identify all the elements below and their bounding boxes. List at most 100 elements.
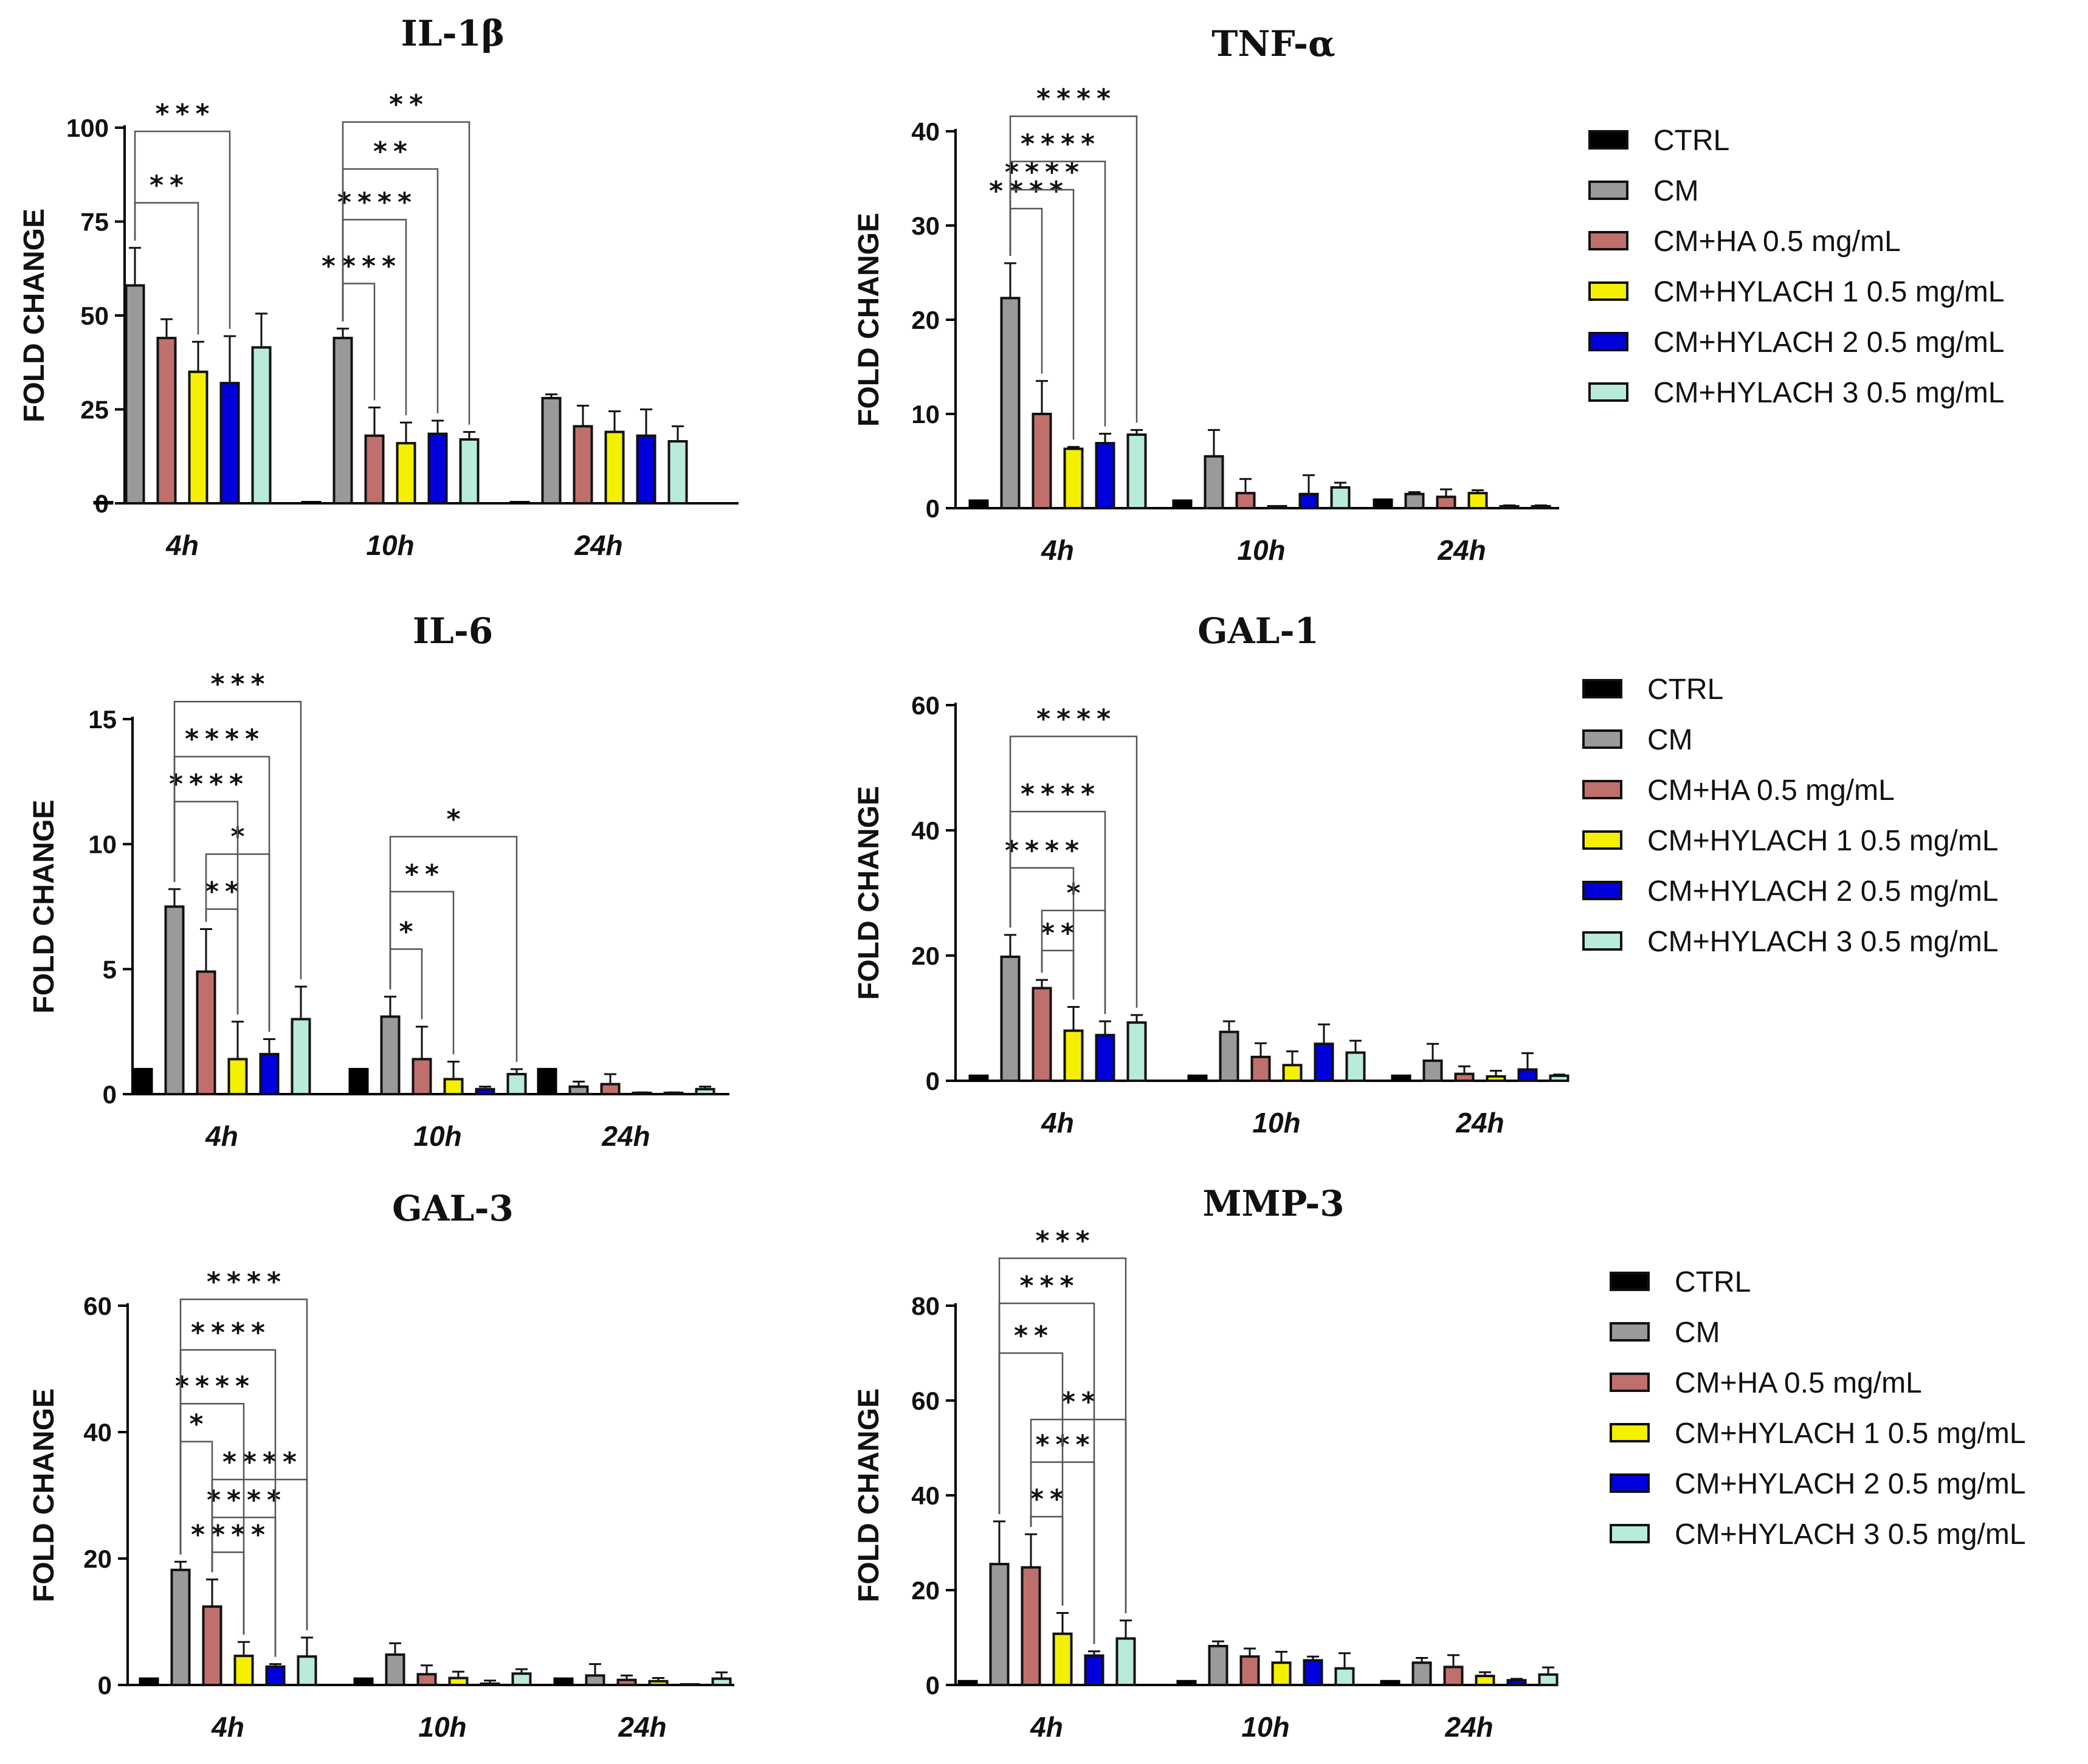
significance-stars: ** [1061,1387,1101,1418]
bar-CM+HA 0.5 mg/mL [616,1678,637,1686]
legend-swatch-CM [1582,729,1622,749]
y-tick-label: 40 [911,816,940,845]
bar-CM [989,1563,1010,1687]
x-tick-label: 4h [1041,1107,1074,1139]
bar-CM+HA 0.5 mg/mL [156,337,177,505]
bar-CM [164,905,185,1095]
bar-CM+HYLACH 2 0.5 mg/mL [259,1053,280,1095]
significance-stars: **** [989,176,1069,207]
legend-swatch-CM+HA 0.5 mg/mL [1582,780,1622,799]
bar-CM [1000,297,1021,509]
bar-CTRL [1172,499,1193,509]
significance-stars: **** [1021,129,1101,160]
legend-swatch-CM [1588,181,1628,200]
bar-CM [170,1568,191,1686]
bar-CM+HYLACH 2 0.5 mg/mL [1517,1068,1538,1082]
legend-label: CM+HYLACH 2 0.5 mg/mL [1653,326,2005,359]
legend-swatch-CTRL [1610,1272,1650,1291]
significance-stars: * [1066,878,1086,909]
y-tick-label: 0 [926,494,940,523]
legend-label: CM+HYLACH 2 0.5 mg/mL [1647,875,1999,908]
bar-CM+HYLACH 3 0.5 mg/mL [1115,1637,1136,1687]
y-tick-label: 60 [911,1387,940,1415]
legend-label: CTRL [1653,125,1729,157]
x-tick-label: 10h [1241,1711,1289,1743]
chart-title: GAL-1 [1197,610,1319,652]
bar-CM [585,1674,605,1686]
y-tick-label: 15 [88,705,117,734]
legend-swatch-CM+HYLACH 1 0.5 mg/mL [1588,281,1628,301]
legend-label: CM+HYLACH 3 0.5 mg/mL [1647,926,1999,958]
bar-CTRL [301,501,322,505]
bar-CTRL [1187,1074,1208,1083]
significance-stars: ** [150,170,190,201]
bar-CTRL [93,501,114,505]
bar-CM [380,1015,401,1096]
legend-label: CM+HYLACH 1 0.5 mg/mL [1653,276,2005,308]
bar-CM+HYLACH 1 0.5 mg/mL [443,1078,464,1095]
y-tick-label: 10 [88,830,117,859]
bar-CM+HYLACH 3 0.5 mg/mL [1330,486,1351,510]
bar-CM+HYLACH 2 0.5 mg/mL [475,1087,495,1095]
bar-CM+HA 0.5 mg/mL [1436,495,1456,510]
y-tick-label: 20 [911,942,940,970]
significance-stars: *** [1035,1429,1095,1460]
bar-CM+HYLACH 1 0.5 mg/mL [1282,1064,1303,1082]
significance-stars: **** [191,1520,271,1551]
y-tick-label: 80 [911,1292,940,1320]
chart-panel-TNF-α: TNF-α FOLD CHANGE 0 10 20 30 40 4h 10h 24h **** ***… [853,23,1559,566]
y-tick-label: 10 [911,400,940,429]
chart-title: TNF-α [1211,23,1335,64]
y-tick-label: 20 [911,1576,940,1605]
bar-CM+HA 0.5 mg/mL [364,434,385,505]
bar-CM+HA 0.5 mg/mL [412,1058,432,1095]
bar-CM+HYLACH 1 0.5 mg/mL [1475,1675,1495,1686]
significance-stars: ** [373,136,413,167]
bar-CM+HA 0.5 mg/mL [196,970,216,1095]
bar-CM+HYLACH 3 0.5 mg/mL [1334,1667,1355,1686]
bar-CM+HYLACH 3 0.5 mg/mL [1549,1074,1569,1083]
significance-stars: * [446,804,466,835]
bar-CTRL [509,501,530,505]
legend-swatch-CM+HYLACH 3 0.5 mg/mL [1582,931,1622,951]
bar-CM+HYLACH 3 0.5 mg/mL [506,1073,527,1096]
y-tick-label: 60 [911,691,940,720]
y-tick-label: 75 [80,208,109,236]
legend-label: CM+HYLACH 1 0.5 mg/mL [1647,825,1999,857]
significance-bracket [1009,115,1138,423]
bar-CM+HA 0.5 mg/mL [573,425,593,505]
chart-title: IL-6 [413,610,493,652]
legend-label: CM+HYLACH 2 0.5 mg/mL [1675,1468,2026,1500]
bar-CM+HYLACH 3 0.5 mg/mL [511,1672,532,1687]
bar-CM+HYLACH 1 0.5 mg/mL [648,1680,669,1687]
y-tick-label: 0 [926,1067,940,1095]
significance-stars: *** [155,98,215,129]
legend-label: CM [1675,1317,1720,1349]
bar-CM [1411,1661,1432,1687]
bar-CM+HYLACH 1 0.5 mg/mL [188,370,208,505]
significance-stars: **** [1036,704,1117,735]
significance-stars: **** [1005,835,1085,866]
legend-label: CM+HA 0.5 mg/mL [1675,1367,1922,1399]
legend-label: CM [1647,724,1693,756]
bar-CM+HYLACH 2 0.5 mg/mL [1499,505,1520,510]
bar-CM+HYLACH 1 0.5 mg/mL [227,1058,248,1095]
y-axis-label: FOLD CHANGE [853,213,885,427]
legend-swatch-CM+HYLACH 1 0.5 mg/mL [1610,1423,1650,1442]
x-tick-label: 4h [1030,1711,1063,1743]
y-tick-label: 25 [80,396,109,424]
bar-CM+HYLACH 2 0.5 mg/mL [427,432,448,505]
significance-bracket [998,1257,1127,1613]
significance-bracket [342,121,470,425]
x-tick-label: 24h [1437,534,1486,566]
bar-CM+HA 0.5 mg/mL [1235,492,1256,510]
legend-middle: CTRL CM CM+HA 0.5 mg/mL CM+HYLACH 1 0.5 mg/… [1582,674,1999,958]
bar-CM+HA 0.5 mg/mL [1032,987,1052,1083]
bar-CM+HYLACH 3 0.5 mg/mL [1531,505,1551,510]
bar-CTRL [139,1677,159,1687]
bar-CM+HYLACH 3 0.5 mg/mL [291,1018,311,1095]
legend-swatch-CTRL [1588,130,1628,150]
